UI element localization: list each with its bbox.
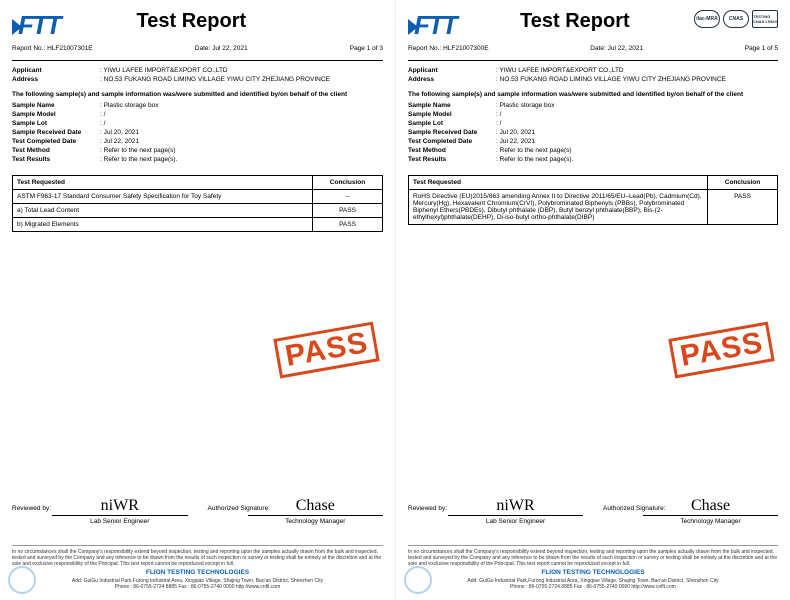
th-conclusion: Conclusion bbox=[708, 176, 778, 190]
sample-lot-label: Sample Lot bbox=[408, 120, 496, 127]
test-results-label: Test Results bbox=[408, 156, 496, 163]
report-date: Jul 22, 2021 bbox=[212, 45, 247, 52]
cert-cnas-testing-icon: TESTING CNAS L9363 bbox=[752, 10, 778, 28]
received-date-value: Jul 20, 2021 bbox=[496, 129, 535, 136]
seal-icon bbox=[404, 566, 432, 594]
cert-cnas-icon: CNAS bbox=[723, 10, 749, 28]
th-test-requested: Test Requested bbox=[409, 176, 708, 190]
test-method-label: Test Method bbox=[12, 147, 100, 154]
date-label: Date: bbox=[195, 45, 211, 52]
sample-lot-value: / bbox=[100, 120, 105, 127]
sample-lot-value: / bbox=[496, 120, 501, 127]
reviewer-role: Lab Senior Engineer bbox=[448, 518, 583, 525]
reviewer-signature: niWR bbox=[496, 497, 534, 515]
footer: In no circumstances shall the Company's … bbox=[408, 545, 778, 590]
pass-stamp: PASS bbox=[668, 321, 775, 378]
cert-ilac-icon: ilac-MRA bbox=[694, 10, 720, 28]
auth-role: Technology Manager bbox=[248, 518, 384, 525]
seal-icon bbox=[8, 566, 36, 594]
table-row: ASTM F963-17 Standard Consumer Safety Sp… bbox=[13, 190, 383, 204]
auth-sig-label: Authorized Signature: bbox=[603, 505, 666, 512]
sample-lot-label: Sample Lot bbox=[12, 120, 100, 127]
reviewed-by-label: Reviewed by: bbox=[12, 505, 51, 512]
table-row: b) Migrated ElementsPASS bbox=[13, 218, 383, 232]
auth-signature: Chase bbox=[691, 497, 730, 515]
address-label: Address bbox=[408, 76, 496, 83]
intro-text: The following sample(s) and sample infor… bbox=[12, 91, 383, 98]
disclaimer: In no circumstances shall the Company's … bbox=[12, 549, 383, 567]
auth-role: Technology Manager bbox=[643, 518, 778, 525]
applicant-label: Applicant bbox=[408, 67, 496, 74]
test-method-value: Refer to the next page(s) bbox=[496, 147, 572, 154]
completed-date-value: Jul 22, 2021 bbox=[100, 138, 139, 145]
footer-company: FLION TESTING TECHNOLOGIES bbox=[12, 569, 383, 576]
auth-signature: Chase bbox=[296, 497, 335, 515]
logo: FTT bbox=[408, 10, 456, 41]
date-label: Date: bbox=[590, 45, 606, 52]
logo: FTT bbox=[12, 10, 60, 41]
report-title: Test Report bbox=[60, 10, 323, 33]
sample-model-label: Sample Model bbox=[408, 111, 496, 118]
table-row: RoHS Directive (EU)2015/863 amending Ann… bbox=[409, 190, 778, 225]
page-indicator: Page 1 of 3 bbox=[350, 45, 383, 52]
test-requested-table: Test RequestedConclusion ASTM F963-17 St… bbox=[12, 175, 383, 232]
sample-name-value: Plastic storage box bbox=[100, 102, 159, 109]
completed-date-label: Test Completed Date bbox=[408, 138, 496, 145]
th-conclusion: Conclusion bbox=[313, 176, 383, 190]
th-test-requested: Test Requested bbox=[13, 176, 313, 190]
completed-date-value: Jul 22, 2021 bbox=[496, 138, 535, 145]
test-method-value: Refer to the next page(s) bbox=[100, 147, 176, 154]
reviewer-signature: niWR bbox=[101, 497, 139, 515]
report-date: Jul 22, 2021 bbox=[608, 45, 643, 52]
reviewer-role: Lab Senior Engineer bbox=[52, 518, 188, 525]
footer-company: FLION TESTING TECHNOLOGIES bbox=[408, 569, 778, 576]
intro-text: The following sample(s) and sample infor… bbox=[408, 91, 778, 98]
received-date-label: Sample Received Date bbox=[408, 129, 496, 136]
test-results-label: Test Results bbox=[12, 156, 100, 163]
report-title: Test Report bbox=[456, 10, 694, 33]
report-left: FTT Test Report Report No.: HLF21007301E… bbox=[0, 0, 395, 600]
report-no-label: Report No.: bbox=[408, 45, 441, 52]
disclaimer: In no circumstances shall the Company's … bbox=[408, 549, 778, 567]
footer-phones: Phone : 86-0755-2724 8885 Fax : 86-0755-… bbox=[12, 584, 383, 590]
test-requested-table: Test RequestedConclusion RoHS Directive … bbox=[408, 175, 778, 225]
report-no: HLF21007301E bbox=[47, 45, 93, 52]
report-right: FTT Test Report ilac-MRA CNAS TESTING CN… bbox=[395, 0, 790, 600]
footer-phones: Phone : 86-0755-2724 8885 Fax : 86-0755-… bbox=[408, 584, 778, 590]
applicant-value: YIWU LAFEE IMPORT&EXPORT CO.,LTD bbox=[100, 67, 228, 74]
sample-model-value: / bbox=[100, 111, 105, 118]
completed-date-label: Test Completed Date bbox=[12, 138, 100, 145]
received-date-label: Sample Received Date bbox=[12, 129, 100, 136]
sample-model-value: / bbox=[496, 111, 501, 118]
auth-sig-label: Authorized Signature: bbox=[208, 505, 271, 512]
sample-name-label: Sample Name bbox=[12, 102, 100, 109]
applicant-value: YIWU LAFEE IMPORT&EXPORT CO.,LTD bbox=[496, 67, 624, 74]
pass-stamp: PASS bbox=[273, 321, 380, 378]
test-results-value: Refer to the next page(s). bbox=[496, 156, 573, 163]
footer: In no circumstances shall the Company's … bbox=[12, 545, 383, 590]
table-row: a) Total Lead ContentPASS bbox=[13, 204, 383, 218]
cert-badges: ilac-MRA CNAS TESTING CNAS L9363 bbox=[694, 10, 778, 28]
reviewed-by-label: Reviewed by: bbox=[408, 505, 447, 512]
test-method-label: Test Method bbox=[408, 147, 496, 154]
report-no: HLF21007300E bbox=[443, 45, 489, 52]
page-indicator: Page 1 of 5 bbox=[745, 45, 778, 52]
address-label: Address bbox=[12, 76, 100, 83]
sample-name-value: Plastic storage box bbox=[496, 102, 555, 109]
report-no-label: Report No.: bbox=[12, 45, 45, 52]
received-date-value: Jul 20, 2021 bbox=[100, 129, 139, 136]
applicant-label: Applicant bbox=[12, 67, 100, 74]
test-results-value: Refer to the next page(s). bbox=[100, 156, 177, 163]
address-value: NO.53 FUKANG ROAD LIMING VILLAGE YIWU CI… bbox=[100, 76, 330, 83]
sample-name-label: Sample Name bbox=[408, 102, 496, 109]
address-value: NO.53 FUKANG ROAD LIMING VILLAGE YIWU CI… bbox=[496, 76, 726, 83]
sample-model-label: Sample Model bbox=[12, 111, 100, 118]
